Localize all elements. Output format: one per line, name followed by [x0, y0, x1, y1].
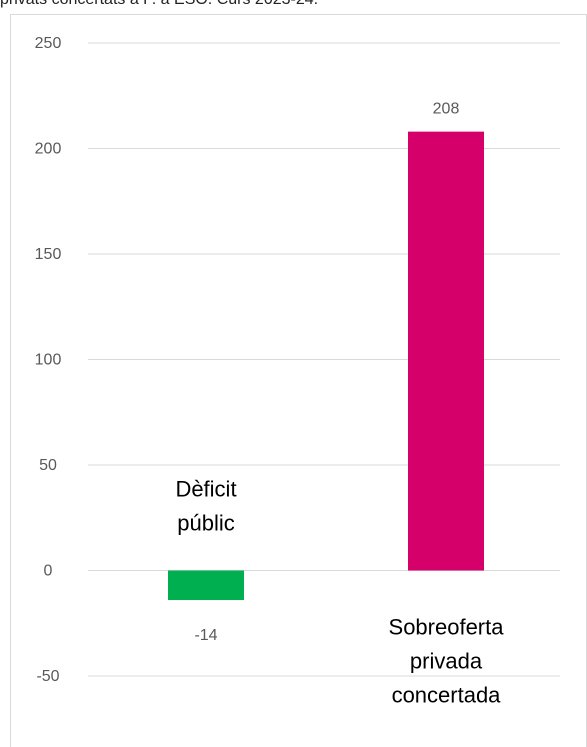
y-tick-label: 100: [35, 352, 62, 369]
category-label: privada: [410, 649, 483, 674]
y-tick-label: 50: [39, 457, 57, 474]
gridlines: [88, 42, 560, 677]
data-label: -14: [194, 627, 217, 644]
y-tick-label: 0: [44, 563, 53, 580]
category-label: Dèficit: [175, 477, 236, 502]
category-label: concertada: [392, 683, 502, 708]
y-tick-label: 150: [35, 246, 62, 263]
y-tick-label: -50: [36, 668, 59, 685]
category-labels: Dèficit públic Sobreoferta privada concertad…: [175, 477, 504, 708]
header-caption: privats concertats a P. a ESO. Curs 2023…: [0, 0, 318, 9]
y-tick-label: 250: [35, 35, 62, 52]
category-label: públic: [177, 511, 234, 536]
category-label: Sobreoferta: [389, 615, 505, 640]
bars: [168, 131, 484, 601]
bar: [408, 131, 484, 571]
y-axis-ticks: 250 200 150 100 50 0 -50: [35, 35, 62, 685]
data-label: 208: [433, 101, 460, 118]
data-labels: -14 208: [194, 101, 459, 644]
bar: [168, 570, 244, 601]
y-tick-label: 200: [35, 141, 62, 158]
